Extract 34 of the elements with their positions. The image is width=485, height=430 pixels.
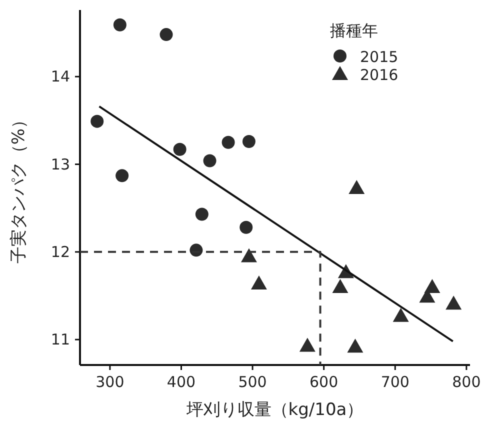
y-tick-label: 11 (50, 330, 70, 349)
point (250, 275, 267, 290)
point (116, 169, 129, 182)
y-tick-label: 12 (50, 242, 70, 261)
point (348, 180, 365, 194)
x-tick-label: 600 (310, 373, 338, 391)
point (347, 338, 364, 353)
point (332, 278, 348, 293)
point (160, 28, 173, 42)
point (90, 114, 104, 128)
y-tick-label: 13 (50, 155, 70, 174)
point (392, 308, 409, 322)
x-axis-title: 坪刈り収量（kg/10a） (185, 400, 364, 420)
point (113, 18, 126, 32)
point (173, 142, 186, 156)
point (299, 338, 316, 352)
point (446, 296, 462, 310)
x-tick-label: 300 (96, 373, 124, 391)
x-tick-label: 800 (452, 373, 481, 391)
point (240, 248, 257, 262)
legend-label: 2016 (360, 66, 398, 84)
point (195, 208, 208, 221)
x-tick-label: 500 (238, 373, 267, 391)
point (222, 136, 235, 149)
y-axis-title: 子実タンパク（%） (9, 111, 29, 264)
legend-label: 2015 (360, 48, 398, 66)
point (424, 278, 440, 293)
x-tick-label: 700 (380, 373, 410, 391)
x-tick-label: 400 (166, 373, 196, 391)
y-tick-label: 14 (50, 68, 70, 86)
point (203, 154, 216, 168)
legend-title: 播種年 (330, 21, 378, 40)
point (240, 220, 253, 234)
point (242, 134, 256, 148)
